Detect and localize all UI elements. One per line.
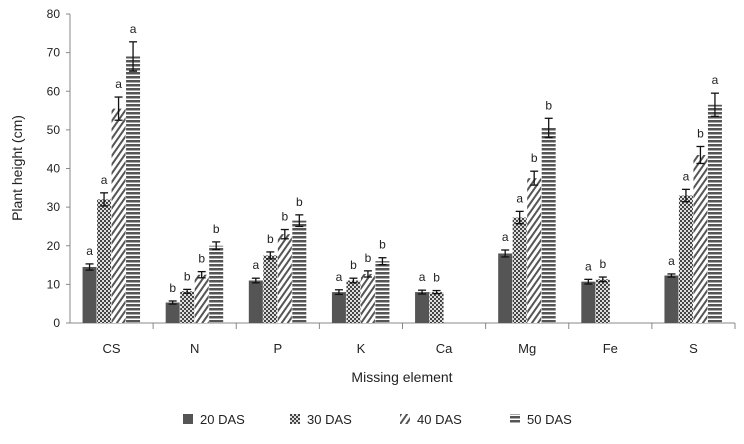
x-tick-label: P — [273, 341, 282, 356]
significance-letter: a — [683, 169, 690, 183]
legend-label: 40 DAS — [417, 412, 462, 427]
bar-P-20-DAS — [248, 280, 263, 323]
bar-Mg-20-DAS — [498, 253, 513, 323]
bar-S-50-DAS — [707, 104, 722, 323]
significance-letter: a — [115, 77, 122, 91]
legend-label: 20 DAS — [200, 412, 245, 427]
legend-swatch — [290, 414, 300, 424]
significance-letter: a — [336, 270, 343, 284]
x-tick-label: S — [689, 341, 698, 356]
significance-letter: b — [531, 151, 538, 165]
significance-letter: b — [281, 210, 288, 224]
y-tick-label: 0 — [53, 316, 60, 330]
significance-letter: a — [516, 191, 523, 205]
significance-letter: a — [419, 270, 426, 284]
x-axis-label: Missing element — [351, 369, 452, 385]
significance-letter: a — [130, 22, 137, 36]
significance-letter: a — [86, 244, 93, 258]
bar-S-40-DAS — [693, 154, 708, 323]
bar-Ca-20-DAS — [415, 292, 430, 323]
y-tick-label: 10 — [47, 277, 61, 291]
x-tick-label: Ca — [436, 341, 453, 356]
significance-letter: b — [599, 257, 606, 271]
bar-P-40-DAS — [277, 234, 292, 323]
significance-letter: b — [379, 238, 386, 252]
legend-label: 30 DAS — [307, 412, 352, 427]
significance-letter: b — [350, 258, 357, 272]
significance-letter: b — [697, 126, 704, 140]
bar-Mg-50-DAS — [541, 127, 556, 323]
bar-Mg-40-DAS — [527, 178, 542, 323]
significance-letter: b — [296, 195, 303, 209]
significance-letter: b — [213, 222, 220, 236]
bar-CS-40-DAS — [111, 108, 126, 323]
bar-N-20-DAS — [165, 302, 180, 323]
legend-swatch — [510, 414, 520, 424]
bar-Fe-30-DAS — [595, 279, 610, 323]
x-tick-label: K — [357, 341, 366, 356]
y-tick-label: 20 — [47, 239, 61, 253]
significance-letter: b — [545, 98, 552, 112]
bar-K-20-DAS — [331, 292, 346, 323]
bar-S-30-DAS — [678, 195, 693, 323]
bar-P-30-DAS — [263, 255, 278, 323]
legend-label: 50 DAS — [527, 412, 572, 427]
bar-K-40-DAS — [360, 273, 375, 323]
y-tick-label: 60 — [47, 84, 61, 98]
significance-letter: b — [184, 269, 191, 283]
bar-Mg-30-DAS — [512, 217, 527, 323]
significance-letter: b — [198, 252, 205, 266]
significance-letter: a — [502, 230, 509, 244]
bar-S-20-DAS — [664, 275, 679, 323]
legend: 20 DAS 30 DAS 40 DAS 50 DAS — [183, 412, 572, 427]
bar-N-50-DAS — [209, 245, 224, 323]
x-tick-label: N — [190, 341, 199, 356]
significance-letter: b — [433, 271, 440, 285]
significance-letter: b — [267, 232, 274, 246]
y-axis-label: Plant height (cm) — [9, 115, 25, 221]
significance-letter: b — [169, 281, 176, 295]
bar-Fe-20-DAS — [581, 281, 596, 323]
x-tick-label: CS — [103, 341, 121, 356]
bar-CS-50-DAS — [126, 56, 141, 324]
bar-CS-30-DAS — [97, 199, 112, 323]
y-tick-label: 50 — [47, 123, 61, 137]
significance-letter: a — [712, 73, 719, 87]
y-tick-label: 70 — [47, 46, 61, 60]
significance-letter: a — [252, 258, 259, 272]
x-tick-label: Mg — [518, 341, 536, 356]
bar-N-30-DAS — [180, 291, 195, 323]
bar-CS-20-DAS — [82, 266, 97, 323]
y-tick-label: 40 — [47, 162, 61, 176]
significance-letter: a — [101, 173, 108, 187]
bar-K-50-DAS — [375, 261, 390, 323]
significance-letter: b — [365, 251, 372, 265]
significance-letter: a — [585, 259, 592, 273]
bar-K-30-DAS — [346, 280, 361, 323]
legend-swatch — [400, 414, 410, 424]
legend-swatch — [183, 414, 193, 424]
bar-N-40-DAS — [194, 274, 209, 323]
significance-letter: a — [668, 254, 675, 268]
bar-P-50-DAS — [292, 220, 307, 323]
y-tick-label: 80 — [47, 7, 61, 21]
x-tick-label: Fe — [603, 341, 618, 356]
bar-Ca-30-DAS — [429, 292, 444, 323]
y-tick-label: 30 — [47, 200, 61, 214]
